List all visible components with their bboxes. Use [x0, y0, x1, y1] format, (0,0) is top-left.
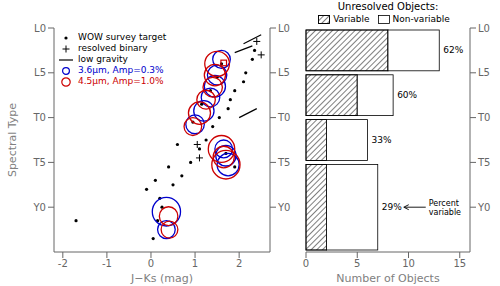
svg-text:L0: L0	[478, 23, 490, 34]
svg-text:15: 15	[453, 258, 466, 269]
svg-text:Number of Objects: Number of Objects	[336, 272, 440, 285]
svg-text:2: 2	[236, 258, 242, 269]
html-text:Unresolved Objects:: Unresolved Objects:	[337, 1, 439, 12]
svg-text:62%: 62%	[443, 45, 463, 55]
svg-text:33%: 33%	[372, 135, 392, 145]
svg-text:T0: T0	[277, 112, 290, 123]
svg-text:-1: -1	[102, 258, 112, 269]
svg-text:0: 0	[148, 258, 154, 269]
html-text:resolved binary: resolved binary	[78, 43, 148, 53]
svg-text:Y0: Y0	[277, 202, 290, 213]
svg-text:J−Ks (mag): J−Ks (mag)	[130, 272, 193, 285]
svg-text:-2: -2	[58, 258, 68, 269]
svg-text:Y0: Y0	[477, 202, 490, 213]
svg-text:T5: T5	[477, 157, 490, 168]
html-text:Non-variable: Non-variable	[392, 14, 450, 24]
svg-text:29%: 29%	[382, 202, 402, 212]
svg-text:L5: L5	[278, 67, 290, 78]
svg-text:L0: L0	[34, 23, 46, 34]
html-text:low gravity: low gravity	[78, 54, 128, 64]
svg-text:Y0: Y0	[33, 202, 46, 213]
svg-text:Percentvariable: Percentvariable	[429, 198, 461, 216]
svg-text:T0: T0	[33, 112, 46, 123]
html-text:3.6μm, Amp=0.3%: 3.6μm, Amp=0.3%	[78, 65, 164, 75]
svg-text:Spectral Type: Spectral Type	[8, 103, 19, 177]
svg-text:T5: T5	[33, 157, 46, 168]
svg-text:L5: L5	[478, 67, 490, 78]
svg-text:10: 10	[402, 258, 415, 269]
svg-text:1: 1	[192, 258, 198, 269]
html-text:WOW survey target: WOW survey target	[78, 32, 167, 42]
svg-text:L5: L5	[34, 67, 46, 78]
svg-text:T0: T0	[477, 112, 490, 123]
svg-text:T5: T5	[277, 157, 290, 168]
svg-text:60%: 60%	[397, 90, 417, 100]
svg-text:5: 5	[354, 258, 360, 269]
svg-text:0: 0	[303, 258, 309, 269]
html-text:4.5μm, Amp=1.0%: 4.5μm, Amp=1.0%	[78, 76, 164, 86]
html-text:Variable: Variable	[333, 14, 370, 24]
svg-text:L0: L0	[278, 23, 290, 34]
